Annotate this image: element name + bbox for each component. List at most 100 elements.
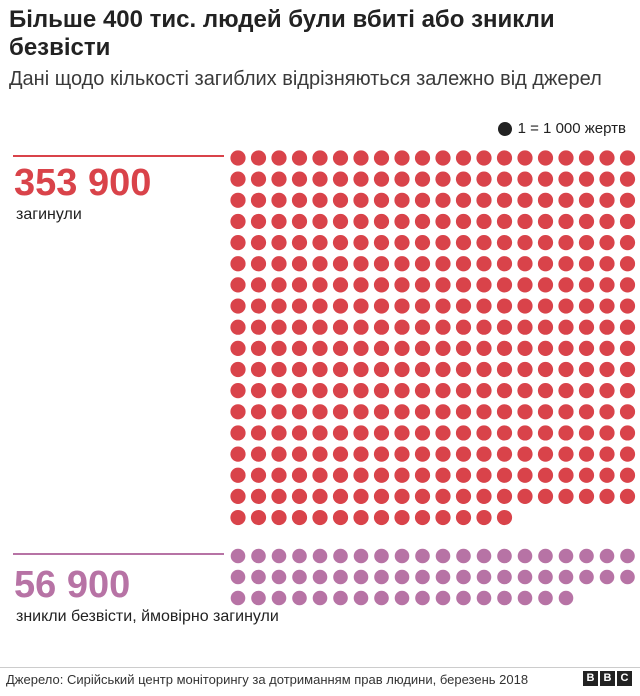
killed-dot <box>312 298 328 314</box>
killed-dot <box>394 213 410 230</box>
killed-dot <box>517 467 533 483</box>
killed-dot <box>578 361 595 378</box>
killed-dot <box>496 446 513 462</box>
killed-dot <box>517 298 533 314</box>
killed-dot <box>230 404 246 420</box>
killed-dot <box>394 425 410 441</box>
killed-dot <box>496 488 513 504</box>
killed-dot <box>230 192 246 208</box>
killed-dot <box>373 488 390 504</box>
killed-dot <box>414 404 431 420</box>
killed-dot <box>476 383 492 399</box>
killed-dot <box>414 213 431 230</box>
missing-dot <box>251 548 266 564</box>
killed-dot <box>271 256 287 272</box>
killed-dot <box>373 467 390 483</box>
killed-dot <box>517 319 533 335</box>
killed-dot <box>517 488 533 504</box>
killed-dot <box>250 467 267 483</box>
killed-dot <box>496 404 513 420</box>
killed-dot <box>271 340 287 356</box>
missing-dot <box>435 569 451 585</box>
missing-dot <box>312 548 328 564</box>
killed-dot <box>373 213 390 230</box>
killed-dot <box>394 340 410 356</box>
killed-dot <box>619 361 636 378</box>
killed-dot <box>455 235 472 251</box>
killed-dot <box>435 467 451 483</box>
killed-dot <box>619 298 636 314</box>
killed-dot <box>558 277 574 293</box>
missing-dot <box>230 569 246 585</box>
killed-dot <box>537 467 554 483</box>
killed-dot <box>312 383 328 399</box>
killed-dot <box>250 298 267 314</box>
killed-dot <box>332 425 349 441</box>
killed-dot <box>271 467 287 483</box>
killed-dot <box>291 213 308 230</box>
killed-value: 353 900 <box>14 162 152 204</box>
killed-dot <box>599 150 615 166</box>
killed-dot <box>394 361 410 378</box>
killed-dot <box>414 340 431 356</box>
killed-dot <box>435 319 451 335</box>
killed-dot <box>353 277 369 293</box>
killed-dot <box>230 383 246 399</box>
killed-dot <box>230 361 246 378</box>
missing-dot <box>374 590 389 606</box>
missing-value: 56 900 <box>14 564 131 606</box>
killed-dot <box>599 404 615 420</box>
missing-dot <box>415 590 430 606</box>
missing-dot <box>497 569 512 585</box>
killed-dot <box>312 425 328 441</box>
missing-dot <box>517 590 533 606</box>
killed-dot <box>517 340 533 356</box>
killed-dot <box>455 171 472 187</box>
killed-dot <box>578 404 595 420</box>
killed-dot <box>312 467 328 483</box>
killed-dot <box>455 425 472 441</box>
killed-dot <box>578 192 595 208</box>
missing-label: зникли безвісти, ймовірно загинули <box>16 608 279 625</box>
killed-dot <box>537 256 554 272</box>
killed-dot <box>414 425 431 441</box>
killed-dot <box>476 235 492 251</box>
killed-dot <box>312 192 328 208</box>
killed-dot <box>599 361 615 378</box>
killed-dot <box>496 235 513 251</box>
killed-dot <box>373 383 390 399</box>
killed-dot <box>394 256 410 272</box>
killed-dot <box>558 213 574 230</box>
killed-dot <box>230 150 246 166</box>
missing-dot <box>251 569 266 585</box>
chart-subtitle: Дані щодо кількості загиблих відрізняють… <box>9 68 602 90</box>
killed-dot <box>332 213 349 230</box>
missing-dot <box>558 590 574 606</box>
source-note: Джерело: Сирійський центр моніторингу за… <box>6 672 529 687</box>
killed-dot <box>476 467 492 483</box>
killed-group-rule <box>13 155 224 157</box>
killed-dot <box>578 340 595 356</box>
killed-dot <box>496 298 513 314</box>
killed-dot <box>291 256 308 272</box>
killed-dot <box>619 404 636 420</box>
killed-dot <box>312 446 328 462</box>
killed-dot <box>291 425 308 441</box>
killed-dot <box>373 446 390 462</box>
missing-dot <box>312 569 328 585</box>
killed-dot <box>619 235 636 251</box>
missing-dot <box>333 548 348 564</box>
missing-dot <box>538 590 553 606</box>
killed-dot <box>599 256 615 272</box>
killed-dot <box>291 340 308 356</box>
killed-dot <box>271 446 287 462</box>
killed-dot <box>455 340 472 356</box>
killed-dot <box>250 235 267 251</box>
killed-dot <box>517 150 533 166</box>
killed-dot <box>312 235 328 251</box>
missing-dot <box>476 569 492 585</box>
killed-dot <box>332 361 349 378</box>
killed-dot <box>291 488 308 504</box>
killed-dot <box>517 277 533 293</box>
killed-dot <box>394 319 410 335</box>
